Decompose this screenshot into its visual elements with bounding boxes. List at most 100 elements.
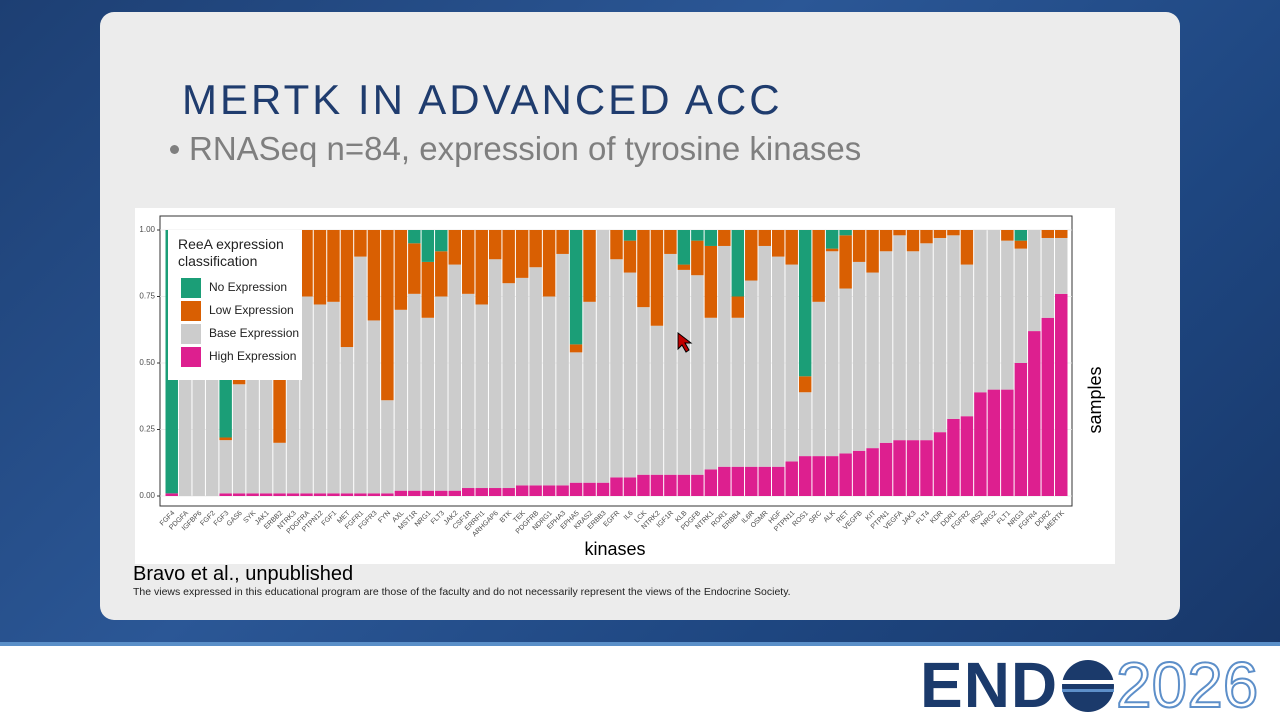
y-tick-label: 0.75	[139, 292, 155, 301]
bar-segment	[408, 293, 421, 491]
bar-segment	[435, 251, 448, 297]
bar-segment	[974, 230, 987, 393]
bar-segment	[542, 296, 556, 486]
bar-segment	[785, 264, 798, 462]
bar-segment	[637, 230, 650, 308]
bar-segment	[852, 261, 866, 451]
x-tick-label: ROS1	[791, 510, 810, 529]
bar-segment	[610, 230, 623, 260]
bar-segment	[394, 230, 408, 310]
bar-segment	[677, 269, 691, 475]
y-tick-label: 0.00	[139, 491, 155, 500]
x-tick-label: ALK	[823, 510, 838, 525]
bullet-text: RNASeq n=84, expression of tyrosine kina…	[189, 130, 862, 167]
bar-segment	[718, 230, 731, 246]
bar-segment	[852, 450, 866, 496]
bar-segment	[394, 309, 408, 491]
bar-segment	[879, 251, 893, 443]
bar-segment	[354, 230, 367, 257]
bar-segment	[771, 230, 785, 257]
bar-segment	[488, 259, 502, 489]
bar-segment	[758, 466, 771, 496]
bar-segment	[731, 317, 745, 467]
globe-stripe	[1062, 680, 1114, 684]
bar-segment	[583, 301, 596, 483]
legend-label: High Expression	[209, 349, 296, 363]
y-tick-label: 0.50	[139, 358, 155, 367]
bar-segment	[515, 485, 529, 496]
logo-year: 2026	[1115, 648, 1259, 720]
bar-segment	[677, 474, 691, 496]
bar-segment	[920, 440, 933, 496]
bar-segment	[704, 230, 718, 246]
bar-segment	[718, 466, 731, 496]
bar-segment	[731, 230, 745, 297]
bar-segment	[677, 230, 691, 265]
bar-segment	[664, 253, 677, 475]
bar-segment	[273, 493, 286, 496]
bar-segment	[529, 267, 542, 486]
bar-segment	[1041, 317, 1055, 496]
bar-segment	[475, 304, 488, 489]
x-axis-title: kinases	[584, 539, 645, 559]
bar-segment	[825, 248, 839, 252]
bar-segment	[1014, 240, 1028, 249]
y-axis-title: samples	[1085, 366, 1105, 433]
bar-segment	[300, 230, 313, 297]
bar-segment	[718, 245, 731, 467]
bar-segment	[408, 243, 421, 294]
bar-segment	[381, 400, 394, 494]
bar-segment	[542, 230, 556, 297]
bar-segment	[1014, 230, 1028, 241]
bar-segment	[462, 230, 475, 294]
bar-segment	[1028, 230, 1041, 332]
bar-segment	[879, 442, 893, 496]
bar-segment	[839, 288, 852, 454]
bar-segment	[974, 392, 987, 496]
bar-segment	[1014, 248, 1028, 363]
bar-segment	[367, 320, 381, 494]
bar-segment	[421, 230, 435, 262]
bar-segment	[839, 453, 852, 496]
legend-key	[181, 301, 201, 321]
bar-segment	[664, 230, 677, 254]
bar-segment	[839, 235, 852, 289]
bar-segment	[219, 493, 232, 496]
bar-segment	[920, 243, 933, 441]
bar-segment	[232, 493, 246, 496]
bar-segment	[462, 488, 475, 496]
legend-key	[181, 347, 201, 367]
bar-segment	[313, 304, 327, 494]
bar-segment	[731, 466, 745, 496]
bar-segment	[448, 490, 462, 496]
bar-segment	[1014, 363, 1028, 496]
x-tick-label: FLT4	[915, 510, 931, 526]
globe-stripe	[1062, 689, 1114, 692]
bar-segment	[1041, 230, 1055, 238]
bar-segment	[259, 493, 273, 496]
bar-segment	[340, 230, 354, 348]
x-tick-label: BTK	[499, 510, 514, 525]
legend-label: Low Expression	[209, 303, 294, 317]
bar-segment	[825, 230, 839, 249]
legend-key	[181, 278, 201, 298]
bar-segment	[893, 440, 906, 496]
bar-segment	[381, 493, 394, 496]
bar-segment	[745, 466, 758, 496]
bar-segment	[367, 230, 381, 321]
bar-segment	[798, 392, 812, 457]
bar-segment	[165, 493, 178, 496]
bar-segment	[583, 230, 596, 302]
bar-segment	[556, 253, 569, 486]
bar-segment	[569, 482, 583, 496]
legend: No Expression Low Expression Base Expressi…	[168, 230, 302, 380]
bar-segment	[596, 482, 610, 496]
bar-segment	[286, 493, 300, 496]
bar-segment	[435, 230, 448, 252]
bar-segment	[1001, 389, 1014, 496]
bar-segment	[758, 245, 771, 467]
bar-segment	[488, 488, 502, 496]
legend-label: No Expression	[209, 280, 287, 294]
bar-segment	[569, 344, 583, 353]
bar-segment	[529, 485, 542, 496]
